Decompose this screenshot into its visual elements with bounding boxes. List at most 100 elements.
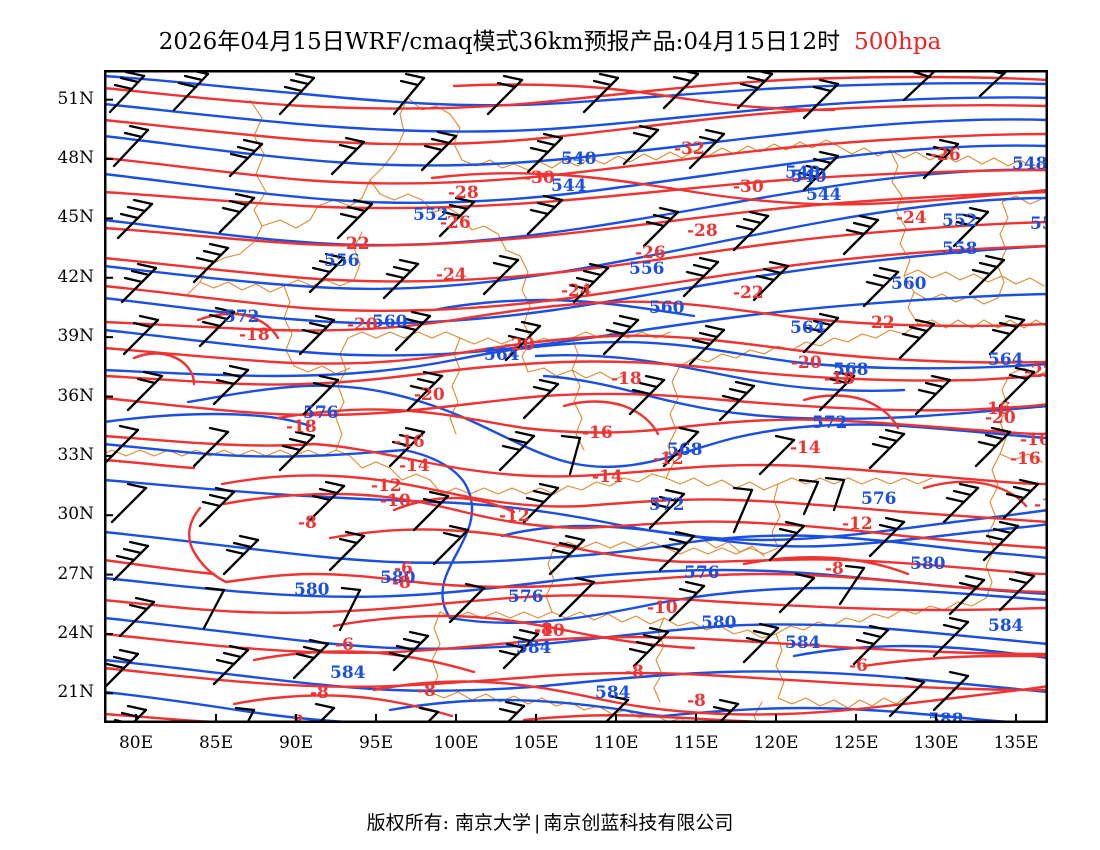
height-contour-label: 584	[516, 638, 552, 658]
height-contour-label: 576	[861, 489, 897, 509]
height-contour-label: 568	[833, 360, 869, 380]
wind-barb	[732, 210, 770, 252]
height-contour-label: 560	[649, 298, 685, 318]
wind-barb	[382, 258, 420, 300]
wind-barb	[768, 520, 806, 562]
wind-barb	[118, 596, 156, 638]
y-tick-label: 33N	[57, 444, 94, 465]
x-tick-label: 95E	[358, 733, 394, 753]
wind-barb	[388, 426, 426, 468]
height-contour-label: 576	[508, 587, 544, 607]
height-contour-label: 544	[806, 185, 842, 205]
height-contour-label: 560	[372, 312, 408, 332]
wind-barb	[418, 706, 440, 723]
wind-barb	[302, 374, 340, 416]
height-contour-label: 576	[684, 563, 720, 583]
height-contour-label: 548	[1012, 154, 1048, 174]
temperature-contour-label: -32	[674, 139, 705, 159]
temperature-contour-label: -24	[561, 281, 592, 301]
temperature-contour-label: -22	[733, 283, 764, 303]
chart-title: 2026年04月15日WRF/cmaq模式36km预报产品:04月15日12时 5…	[0, 22, 1100, 56]
height-contour-label: 558	[942, 239, 978, 259]
y-tick-label: 48N	[57, 148, 94, 169]
wind-barb	[108, 70, 146, 114]
temperature-contour-label: -26	[440, 213, 471, 233]
wind-barb	[582, 72, 620, 114]
temperature-contour-label: -8	[285, 712, 304, 723]
temperature-contour-labels: -32-30 -30-28-26-26 -28-26-22-24-24-24 -22-…	[239, 139, 1048, 723]
temperature-contour-label: -8	[625, 662, 644, 682]
temperature-contour-label: -12	[499, 506, 530, 526]
temperature-contour-label: -12	[371, 476, 402, 496]
x-tick-label: 115E	[673, 733, 719, 753]
height-contour-label: 552	[413, 205, 449, 225]
height-contour-label: 568	[667, 440, 703, 460]
wind-barb	[988, 314, 1026, 356]
temperature-contour-label: -30	[524, 168, 555, 188]
wind-barb	[504, 320, 542, 362]
y-tick-label: 24N	[57, 622, 94, 643]
wind-barb	[120, 262, 158, 304]
x-tick-label: 125E	[833, 733, 879, 753]
height-contour-label: 544	[551, 176, 587, 196]
wind-barb	[388, 630, 430, 672]
footer-copyright-text: 版权所有: 南京大学	[366, 812, 532, 834]
height-contours-layer	[104, 74, 1048, 723]
wind-barb	[622, 124, 660, 166]
wind-barb	[218, 192, 256, 234]
wind-barb	[222, 534, 260, 576]
footer-separator: |	[534, 812, 541, 834]
wind-barb	[688, 324, 726, 366]
temperature-contour-label: -14	[790, 438, 821, 458]
temperature-contour-label: -6	[394, 559, 413, 579]
title-main-text: 2026年04月15日WRF/cmaq模式36km预报产品:04月15日12时	[158, 29, 841, 55]
wind-barb	[628, 374, 666, 416]
y-tick-label: 42N	[57, 266, 94, 287]
wind-barb	[112, 540, 150, 582]
x-tick-label: 135E	[993, 733, 1039, 753]
wind-barb	[942, 482, 980, 524]
wind-barb	[192, 426, 230, 468]
wind-barb	[798, 478, 820, 516]
height-contour-label: 580	[701, 613, 737, 633]
y-tick-label: 36N	[57, 385, 94, 406]
wind-barb	[868, 516, 906, 558]
wind-barb	[522, 378, 560, 420]
temperature-contour-label: -20	[504, 335, 535, 355]
temperature-contour-label: -6	[849, 656, 868, 676]
wind-barb	[888, 676, 926, 718]
wind-barb	[898, 318, 936, 360]
wind-barb	[122, 314, 160, 356]
wind-barb	[308, 252, 346, 294]
y-tick-label: 45N	[57, 207, 94, 228]
wind-barb	[330, 136, 366, 176]
height-contour-label: 576	[303, 403, 339, 423]
wind-barb	[298, 314, 336, 356]
wind-barb	[758, 434, 796, 476]
y-tick-label: 27N	[57, 563, 94, 584]
wind-barb	[932, 616, 970, 658]
wind-barb	[642, 206, 680, 248]
wind-barb	[448, 582, 486, 624]
height-contour-label: 552	[942, 211, 978, 231]
temperature-contour-label: -8	[298, 513, 317, 533]
height-contour-label: 556	[324, 251, 360, 271]
wind-barb	[498, 430, 536, 472]
temperature-contour-label: -20	[347, 315, 378, 335]
temperature-contour-label: -14	[592, 467, 623, 487]
footer-company-text: 南京创蓝科技有限公司	[543, 812, 734, 834]
temperature-contour-label: -8	[392, 573, 411, 593]
wind-barb	[212, 364, 250, 406]
x-tick-label: 85E	[198, 733, 234, 753]
wind-barb	[336, 198, 374, 240]
wind-barb	[842, 214, 880, 256]
wind-barb	[522, 482, 560, 524]
wind-barb	[974, 426, 1012, 468]
copyright-footer: 版权所有: 南京大学 | 南京创蓝科技有限公司	[0, 808, 1100, 835]
temperature-contour-label: -22	[1024, 362, 1048, 382]
wind-barb	[338, 586, 362, 632]
height-contour-label: 580	[910, 554, 946, 574]
temperature-contour-label: -28	[448, 183, 479, 203]
temperature-contour-label: -20	[414, 385, 445, 405]
wind-barb	[628, 626, 670, 668]
